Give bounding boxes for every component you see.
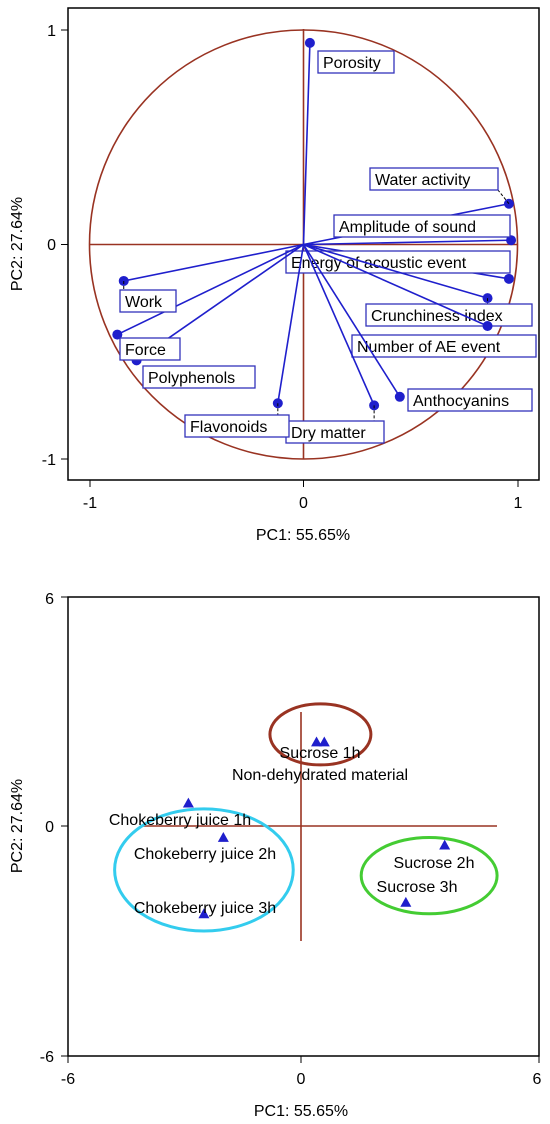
score-point-non-dehydrated-material (318, 736, 330, 747)
loading-y-tick-label-1: 1 (47, 23, 56, 40)
score-label-sucrose-1h: Sucrose 1h (280, 745, 361, 762)
loading-y-axis-title: PC2: 27.64% (9, 197, 26, 291)
score-y-tick-label-neg6: -6 (40, 1049, 54, 1066)
loading-label-box-force (119, 337, 181, 361)
loading-x-tick-label-0: 0 (299, 495, 308, 512)
loading-vector-amplitude-of-sound (303, 239, 512, 246)
score-group-ellipse-3 (359, 835, 499, 916)
loading-label-box-flavonoids (184, 414, 290, 438)
score-label-chokeberry-juice-1h: Chokeberry juice 1h (109, 812, 251, 829)
loading-point-anthocyanins (394, 391, 405, 402)
loading-label-amplitude-of-sound: Amplitude of sound (339, 219, 476, 236)
loading-label-box-number-of-ae-event (351, 334, 537, 358)
loading-label-porosity: Porosity (323, 55, 381, 72)
loading-vector-force (116, 243, 304, 336)
score-group-ellipse-2 (113, 807, 295, 933)
loading-point-porosity (304, 37, 315, 48)
score-point-chokeberry-juice-1h (182, 797, 194, 808)
loading-point-amplitude-of-sound (506, 235, 517, 246)
loading-point-force (112, 329, 123, 340)
loading-y-tick-label-0: 0 (47, 237, 56, 254)
loading-label-box-water-activity (369, 167, 499, 191)
loading-label-box-amplitude-of-sound (333, 214, 511, 238)
loading-label-dry-matter: Dry matter (291, 425, 366, 442)
score-label-non-dehydrated-material: Non-dehydrated material (232, 767, 408, 784)
loading-label-box-porosity (317, 50, 395, 74)
score-x-axis-title: PC1: 55.65% (254, 1103, 348, 1120)
loading-marks: Porosity Water activity Amplitude of sound… (112, 37, 537, 444)
score-plot: -6 0 6 6 0 -6 PC1: 55.65% PC2: 27.64% Su… (9, 591, 542, 1120)
loading-label-force: Force (125, 342, 166, 359)
loading-vector-porosity (302, 42, 311, 245)
score-y-tick-label-6: 6 (45, 591, 54, 608)
score-label-sucrose-3h: Sucrose 3h (377, 879, 458, 896)
loading-vector-crunchiness-index (303, 243, 488, 299)
loading-label-box-polyphenols (142, 365, 256, 389)
loading-label-box-anthocyanins (407, 388, 533, 412)
loading-label-flavonoids: Flavonoids (190, 419, 267, 436)
loading-vector-anthocyanins (302, 244, 401, 398)
loading-label-anthocyanins: Anthocyanins (413, 393, 509, 410)
score-y-tick-label-0: 0 (45, 819, 54, 836)
loading-label-water-activity: Water activity (375, 172, 470, 189)
loading-x-axis-title: PC1: 55.65% (256, 527, 350, 544)
loading-label-energy-of-acoustic-event: Energy of acoustic event (291, 255, 467, 272)
score-point-sucrose-3h (400, 896, 412, 907)
loading-x-tick-label-neg1: -1 (83, 495, 97, 512)
score-point-sucrose-1h (311, 736, 323, 747)
loading-label-polyphenols: Polyphenols (148, 370, 235, 387)
score-marks: Sucrose 1h Non-dehydrated material Chokebe… (109, 736, 475, 919)
loading-label-box-work (119, 289, 177, 313)
score-point-sucrose-2h (439, 839, 451, 850)
loading-label-box-crunchiness-index (365, 303, 533, 327)
loading-vector-number-of-ae-event (303, 243, 488, 327)
score-x-tick-label-0: 0 (297, 1071, 306, 1088)
score-x-tick-label-neg6: -6 (61, 1071, 75, 1088)
loading-y-tick-label-neg1: -1 (42, 452, 56, 469)
score-point-chokeberry-juice-3h (198, 908, 210, 919)
loading-label-number-of-ae-event: Number of AE event (357, 339, 501, 356)
loading-label-crunchiness-index: Crunchiness index (371, 308, 503, 325)
correlation-circle (88, 29, 519, 460)
loading-vector-dry-matter (302, 244, 375, 406)
score-x-tick-label-6: 6 (533, 1071, 542, 1088)
score-group-ellipse-1 (268, 702, 373, 767)
score-label-sucrose-2h: Sucrose 2h (394, 855, 475, 872)
loading-leader-water-activity (497, 189, 510, 205)
loading-label-work: Work (125, 294, 163, 311)
loading-plot: -1 0 1 1 0 -1 PC1: 55.65% PC2: 27.64% Po… (9, 7, 540, 544)
loading-x-tick-label-1: 1 (514, 495, 523, 512)
score-point-chokeberry-juice-2h (217, 831, 229, 842)
loading-point-number-of-ae-event (482, 321, 493, 332)
loading-point-energy-of-acoustic-event (503, 273, 514, 284)
loading-vector-flavonoids (277, 244, 305, 404)
score-label-chokeberry-juice-2h: Chokeberry juice 2h (134, 846, 276, 863)
loading-vector-work (123, 243, 304, 282)
score-groups (113, 702, 499, 933)
score-y-axis-title: PC2: 27.64% (9, 779, 26, 873)
score-label-chokeberry-juice-3h: Chokeberry juice 3h (134, 900, 276, 917)
